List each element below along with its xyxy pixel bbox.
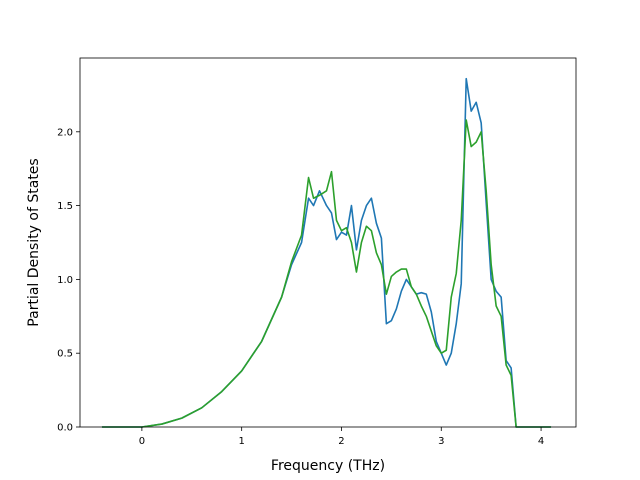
x-tick-label: 3 [438,436,444,447]
y-axis-title: Partial Density of States [26,158,42,326]
series-line-1 [101,77,552,428]
x-tick-label: 4 [538,436,544,447]
series-line-2 [101,119,552,428]
y-tick-label: 2.0 [57,127,73,138]
x-tick-label: 1 [238,436,244,447]
x-tick-label: 0 [139,436,145,447]
plot-frame [79,57,577,428]
y-tick-label: 0.5 [57,349,73,360]
y-tick-label: 0.0 [57,423,73,434]
x-axis-title: Frequency (THz) [271,458,385,474]
y-tick-label: 1.0 [57,275,73,286]
y-tick-label: 1.5 [57,201,73,212]
x-tick-label: 2 [338,436,344,447]
x-axis-ticks: 0 1 2 3 4 [139,427,544,447]
y-axis-ticks: 0.0 0.5 1.0 1.5 2.0 [57,127,80,434]
plot-lines [101,77,552,428]
